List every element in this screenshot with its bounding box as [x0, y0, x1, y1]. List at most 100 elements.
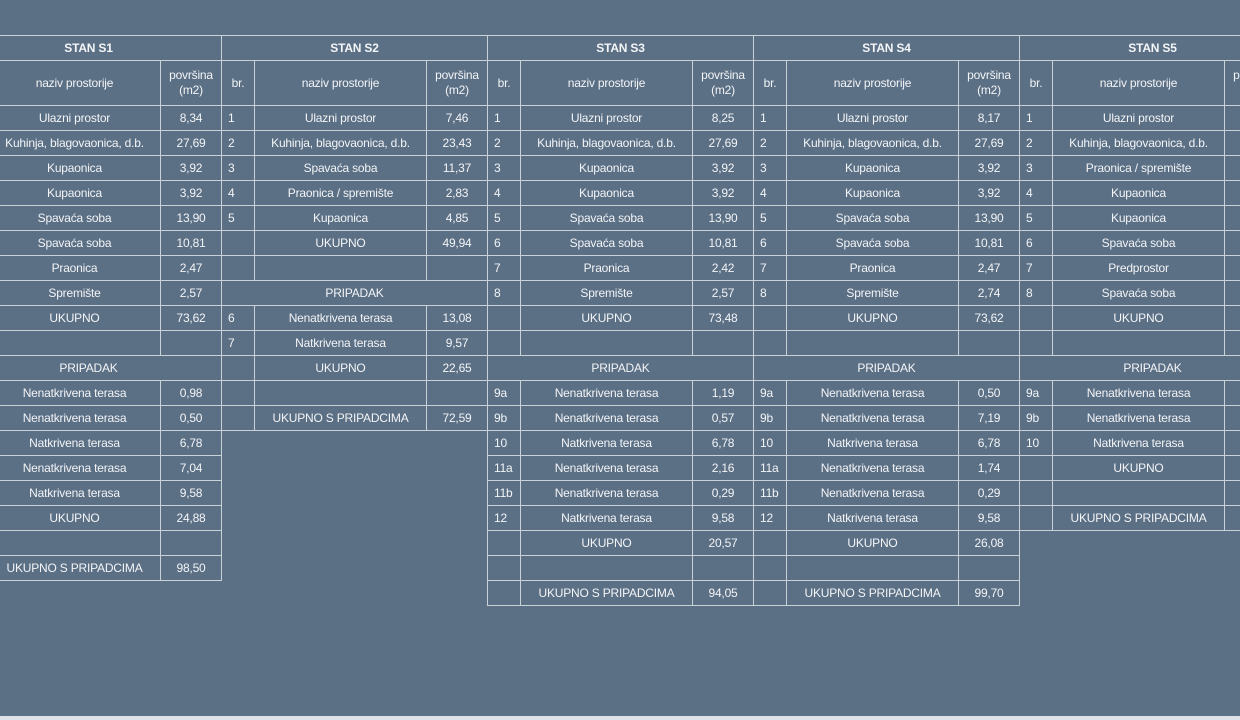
row-number: [753, 305, 787, 331]
room-name: Nenatkrivena terasa: [520, 455, 693, 481]
room-area: [692, 330, 754, 356]
row-number: 3: [1019, 155, 1053, 181]
room-name: Ulazni prostor: [520, 105, 693, 131]
room-name: [520, 555, 693, 581]
row-number: 9b: [487, 405, 521, 431]
room-name: Spavaća soba: [520, 230, 693, 256]
row-number: 8: [753, 280, 787, 306]
row-number: 9b: [753, 405, 787, 431]
room-name: Nenatkrivena terasa: [0, 380, 161, 406]
row-number: [753, 580, 787, 606]
room-name: Nenatkrivena terasa: [786, 405, 959, 431]
room-name: Kupaonica: [1052, 180, 1225, 206]
table-title: STAN S1: [0, 35, 222, 61]
room-area: 98,50: [160, 555, 222, 581]
room-name: Kupaonica: [786, 180, 959, 206]
column-header: br.: [487, 60, 521, 106]
room-name: Kuhinja, blagovaonica, d.b.: [0, 130, 161, 156]
room-name: Kupaonica: [254, 205, 427, 231]
room-area: [1224, 305, 1240, 331]
room-area: 24,88: [160, 505, 222, 531]
room-name: UKUPNO: [786, 530, 959, 556]
room-area: 13,90: [692, 205, 754, 231]
room-area: 2,47: [958, 255, 1020, 281]
room-area: 10,81: [160, 230, 222, 256]
room-name: Spavaća soba: [0, 205, 161, 231]
room-area: 8,25: [692, 105, 754, 131]
section-row: PRIPADAK: [753, 355, 1020, 381]
row-number: 1: [487, 105, 521, 131]
room-area: 7,04: [160, 455, 222, 481]
room-name: Nenatkrivena terasa: [0, 455, 161, 481]
row-number: [487, 555, 521, 581]
room-area: 3,92: [160, 180, 222, 206]
room-area: [1224, 330, 1240, 356]
room-area: [1224, 380, 1240, 406]
room-name: UKUPNO S PRIPADCIMA: [786, 580, 959, 606]
section-row: PRIPADAK: [221, 280, 488, 306]
room-name: Spavaća soba: [254, 155, 427, 181]
room-name: UKUPNO: [786, 305, 959, 331]
room-name: Ulazni prostor: [1052, 105, 1225, 131]
row-number: [487, 530, 521, 556]
room-area: 3,92: [958, 155, 1020, 181]
room-name: UKUPNO: [0, 505, 161, 531]
row-number: 2: [753, 130, 787, 156]
room-area: 4,85: [426, 205, 488, 231]
room-area: 73,48: [692, 305, 754, 331]
room-name: UKUPNO: [1052, 455, 1225, 481]
row-number: 7: [221, 330, 255, 356]
room-name: Spremište: [786, 280, 959, 306]
room-name: Natkrivena terasa: [1052, 430, 1225, 456]
row-number: 8: [1019, 280, 1053, 306]
room-name: [520, 330, 693, 356]
column-header: površina (m2): [160, 60, 222, 106]
room-name: UKUPNO: [0, 305, 161, 331]
room-area: 7,19: [958, 405, 1020, 431]
room-area: [1224, 180, 1240, 206]
room-area: 7,46: [426, 105, 488, 131]
room-name: Kupaonica: [1052, 205, 1225, 231]
room-name: Kupaonica: [786, 155, 959, 181]
room-area: 0,98: [160, 380, 222, 406]
room-name: Praonica: [520, 255, 693, 281]
room-area: 3,92: [692, 180, 754, 206]
room-name: Kuhinja, blagovaonica, d.b.: [1052, 130, 1225, 156]
room-name: [786, 330, 959, 356]
room-name: Nenatkrivena terasa: [1052, 405, 1225, 431]
room-area: 2,16: [692, 455, 754, 481]
room-area: [1224, 155, 1240, 181]
room-name: UKUPNO S PRIPADCIMA: [520, 580, 693, 606]
column-header: površina (m2): [426, 60, 488, 106]
room-area: 2,47: [160, 255, 222, 281]
room-name: UKUPNO: [254, 355, 427, 381]
room-area: 0,50: [958, 380, 1020, 406]
row-number: [1019, 330, 1053, 356]
row-number: [487, 330, 521, 356]
room-name: Natkrivena terasa: [786, 505, 959, 531]
bottom-strip: [0, 716, 1240, 720]
room-name: Nenatkrivena terasa: [520, 480, 693, 506]
row-number: 3: [221, 155, 255, 181]
room-name: Kupaonica: [520, 180, 693, 206]
room-name: Nenatkrivena terasa: [786, 380, 959, 406]
room-area: [1224, 455, 1240, 481]
room-area: [1224, 255, 1240, 281]
row-number: 5: [487, 205, 521, 231]
room-name: Nenatkrivena terasa: [786, 455, 959, 481]
room-area: 3,92: [692, 155, 754, 181]
room-name: Nenatkrivena terasa: [254, 305, 427, 331]
column-header: br.: [1019, 60, 1053, 106]
room-area: 10,81: [958, 230, 1020, 256]
room-name: UKUPNO S PRIPADCIMA: [254, 405, 427, 431]
row-number: 6: [221, 305, 255, 331]
row-number: 5: [1019, 205, 1053, 231]
room-name: Kuhinja, blagovaonica, d.b.: [520, 130, 693, 156]
row-number: 1: [753, 105, 787, 131]
row-number: 1: [221, 105, 255, 131]
room-name: [254, 255, 427, 281]
room-name: Nenatkrivena terasa: [520, 380, 693, 406]
section-row: PRIPADAK: [0, 355, 222, 381]
table-title: STAN S5: [1019, 35, 1240, 61]
row-number: 10: [487, 430, 521, 456]
